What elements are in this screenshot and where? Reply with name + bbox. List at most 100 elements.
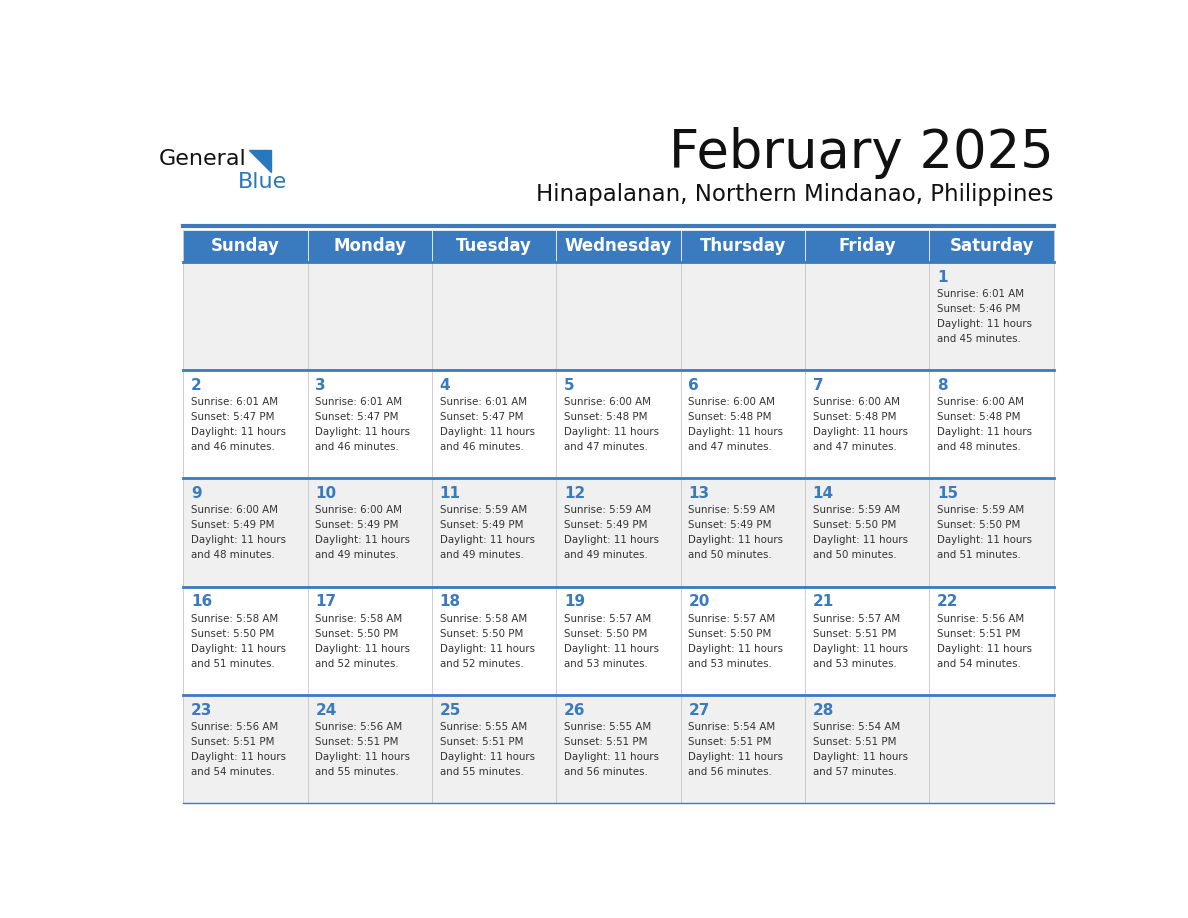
Text: 25: 25 <box>440 702 461 718</box>
Bar <box>681 262 805 370</box>
Bar <box>556 695 681 803</box>
Bar <box>432 262 556 370</box>
Text: Daylight: 11 hours: Daylight: 11 hours <box>937 319 1032 329</box>
Text: Sunrise: 6:00 AM: Sunrise: 6:00 AM <box>316 505 403 515</box>
Bar <box>308 262 432 370</box>
Text: Sunset: 5:48 PM: Sunset: 5:48 PM <box>937 412 1020 422</box>
Text: and 57 minutes.: and 57 minutes. <box>813 767 897 777</box>
Text: 14: 14 <box>813 486 834 501</box>
Bar <box>183 695 308 803</box>
Text: Sunset: 5:50 PM: Sunset: 5:50 PM <box>191 629 274 639</box>
Text: Tuesday: Tuesday <box>456 237 532 254</box>
Text: Sunrise: 5:55 AM: Sunrise: 5:55 AM <box>564 722 651 732</box>
Text: Sunday: Sunday <box>211 237 280 254</box>
Text: and 49 minutes.: and 49 minutes. <box>440 551 524 560</box>
Text: 3: 3 <box>316 378 326 393</box>
Text: 15: 15 <box>937 486 959 501</box>
Bar <box>308 230 432 262</box>
Text: and 55 minutes.: and 55 minutes. <box>440 767 524 777</box>
Text: Daylight: 11 hours: Daylight: 11 hours <box>937 427 1032 437</box>
Text: Daylight: 11 hours: Daylight: 11 hours <box>440 644 535 654</box>
Bar <box>432 587 556 695</box>
Text: and 49 minutes.: and 49 minutes. <box>564 551 647 560</box>
Bar <box>556 262 681 370</box>
Bar <box>556 230 681 262</box>
Bar <box>929 695 1054 803</box>
Text: and 53 minutes.: and 53 minutes. <box>813 658 897 668</box>
Text: Daylight: 11 hours: Daylight: 11 hours <box>440 535 535 545</box>
Text: Daylight: 11 hours: Daylight: 11 hours <box>440 752 535 762</box>
Text: 18: 18 <box>440 594 461 610</box>
Text: 11: 11 <box>440 486 461 501</box>
Bar <box>805 370 929 478</box>
Text: Daylight: 11 hours: Daylight: 11 hours <box>937 644 1032 654</box>
Bar <box>681 478 805 587</box>
Text: Sunset: 5:49 PM: Sunset: 5:49 PM <box>316 521 399 531</box>
Text: and 48 minutes.: and 48 minutes. <box>937 442 1020 452</box>
Text: 24: 24 <box>316 702 337 718</box>
Text: Sunset: 5:50 PM: Sunset: 5:50 PM <box>316 629 399 639</box>
Text: Sunset: 5:49 PM: Sunset: 5:49 PM <box>440 521 523 531</box>
Bar <box>183 370 308 478</box>
Text: Sunrise: 6:00 AM: Sunrise: 6:00 AM <box>191 505 278 515</box>
Bar <box>805 695 929 803</box>
Text: Sunset: 5:51 PM: Sunset: 5:51 PM <box>813 629 896 639</box>
Text: Daylight: 11 hours: Daylight: 11 hours <box>813 427 908 437</box>
Text: Monday: Monday <box>334 237 406 254</box>
Text: Sunrise: 5:58 AM: Sunrise: 5:58 AM <box>191 613 278 623</box>
Text: Sunset: 5:51 PM: Sunset: 5:51 PM <box>689 737 772 747</box>
Text: Sunrise: 6:01 AM: Sunrise: 6:01 AM <box>937 289 1024 298</box>
Text: Sunrise: 5:58 AM: Sunrise: 5:58 AM <box>440 613 527 623</box>
Text: 6: 6 <box>689 378 700 393</box>
Text: 7: 7 <box>813 378 823 393</box>
Text: Daylight: 11 hours: Daylight: 11 hours <box>813 535 908 545</box>
Bar <box>183 587 308 695</box>
Text: Daylight: 11 hours: Daylight: 11 hours <box>937 535 1032 545</box>
Text: 21: 21 <box>813 594 834 610</box>
Bar <box>681 370 805 478</box>
Text: Sunset: 5:50 PM: Sunset: 5:50 PM <box>440 629 523 639</box>
Text: 17: 17 <box>316 594 336 610</box>
Text: Sunset: 5:50 PM: Sunset: 5:50 PM <box>937 521 1020 531</box>
Text: and 54 minutes.: and 54 minutes. <box>191 767 274 777</box>
Text: Daylight: 11 hours: Daylight: 11 hours <box>191 427 286 437</box>
Text: Daylight: 11 hours: Daylight: 11 hours <box>564 535 659 545</box>
Text: and 47 minutes.: and 47 minutes. <box>813 442 897 452</box>
Text: 16: 16 <box>191 594 213 610</box>
Text: Sunset: 5:47 PM: Sunset: 5:47 PM <box>191 412 274 422</box>
Text: Sunset: 5:51 PM: Sunset: 5:51 PM <box>937 629 1020 639</box>
Text: 10: 10 <box>316 486 336 501</box>
Text: Sunset: 5:47 PM: Sunset: 5:47 PM <box>316 412 399 422</box>
Text: Sunset: 5:51 PM: Sunset: 5:51 PM <box>564 737 647 747</box>
Text: Sunrise: 6:01 AM: Sunrise: 6:01 AM <box>316 397 403 407</box>
Text: 1: 1 <box>937 270 948 285</box>
Text: 20: 20 <box>689 594 709 610</box>
Text: 2: 2 <box>191 378 202 393</box>
Text: Sunset: 5:48 PM: Sunset: 5:48 PM <box>564 412 647 422</box>
Text: Daylight: 11 hours: Daylight: 11 hours <box>564 752 659 762</box>
Bar <box>183 478 308 587</box>
Text: February 2025: February 2025 <box>669 127 1054 178</box>
Text: Daylight: 11 hours: Daylight: 11 hours <box>564 644 659 654</box>
Bar <box>432 370 556 478</box>
Text: and 53 minutes.: and 53 minutes. <box>689 658 772 668</box>
Bar <box>805 587 929 695</box>
Text: and 47 minutes.: and 47 minutes. <box>689 442 772 452</box>
Text: and 46 minutes.: and 46 minutes. <box>191 442 274 452</box>
Bar <box>183 262 308 370</box>
Text: Sunrise: 5:55 AM: Sunrise: 5:55 AM <box>440 722 527 732</box>
Text: Sunrise: 5:57 AM: Sunrise: 5:57 AM <box>689 613 776 623</box>
Bar <box>556 478 681 587</box>
Bar <box>308 587 432 695</box>
Text: Sunset: 5:46 PM: Sunset: 5:46 PM <box>937 304 1020 314</box>
Bar <box>556 587 681 695</box>
Bar <box>929 230 1054 262</box>
Text: and 48 minutes.: and 48 minutes. <box>191 551 274 560</box>
Text: Daylight: 11 hours: Daylight: 11 hours <box>440 427 535 437</box>
Text: 9: 9 <box>191 486 202 501</box>
Text: 22: 22 <box>937 594 959 610</box>
Text: Daylight: 11 hours: Daylight: 11 hours <box>813 752 908 762</box>
Text: and 52 minutes.: and 52 minutes. <box>316 658 399 668</box>
Bar <box>432 230 556 262</box>
Text: Friday: Friday <box>839 237 896 254</box>
